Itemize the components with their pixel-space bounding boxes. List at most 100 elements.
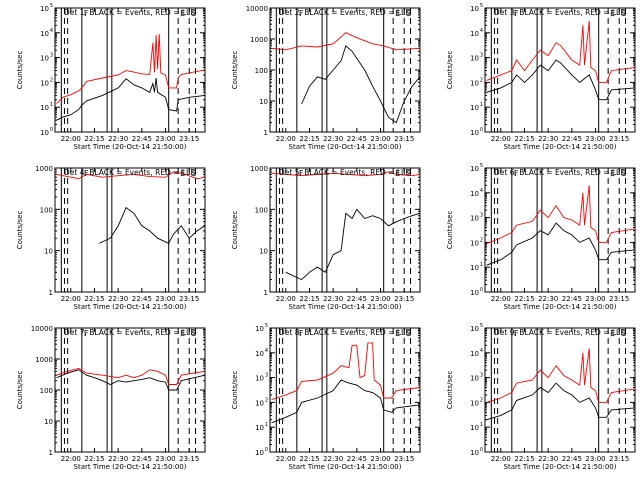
x-tick-label: 22:45 <box>347 455 367 463</box>
y-tick-label: 10 <box>44 418 53 426</box>
marker-label: S <box>406 9 411 18</box>
y-tick-label: 10 <box>255 325 264 333</box>
marker-label: E <box>610 9 615 18</box>
plot-frame <box>484 327 636 453</box>
y-axis-label: Counts/sec <box>446 51 454 90</box>
x-tick-label: 22:15 <box>514 295 534 303</box>
x-tick-label: 22:15 <box>514 135 534 143</box>
chart-title: Det 7, BLACK = Events, RED = LLD <box>64 328 196 337</box>
x-tick-label: 23:15 <box>394 295 414 303</box>
y-tick-label: 10 <box>470 350 479 358</box>
x-tick-label: 22:15 <box>514 455 534 463</box>
x-tick-label: 22:45 <box>132 455 152 463</box>
y-tick-label: 1 <box>264 289 268 297</box>
plot-frame <box>484 7 636 133</box>
y-tick-label: 10 <box>470 264 479 272</box>
y-tick-exponent: 0 <box>480 447 483 453</box>
x-tick-label: 22:45 <box>132 295 152 303</box>
plot-frame <box>269 7 421 133</box>
x-tick-label: 22:00 <box>276 135 296 143</box>
y-tick-exponent: 4 <box>265 348 268 354</box>
y-tick-label: 10 <box>40 30 49 38</box>
x-tick-label: 23:00 <box>155 295 175 303</box>
y-tick-label: 10 <box>470 399 479 407</box>
y-tick-label: 10 <box>40 79 49 87</box>
series-line-lld <box>56 367 205 385</box>
y-tick-exponent: 5 <box>480 3 483 9</box>
y-tick-label: 10 <box>470 30 479 38</box>
marker-label: F <box>514 169 519 178</box>
marker-label: E <box>180 9 185 18</box>
y-tick-exponent: 0 <box>50 127 53 133</box>
x-tick-label: 22:30 <box>538 135 558 143</box>
y-tick-exponent: 1 <box>265 422 268 428</box>
x-tick-label: 23:00 <box>585 455 605 463</box>
x-tick-label: 22:45 <box>132 135 152 143</box>
y-tick-exponent: 4 <box>480 348 483 354</box>
y-tick-exponent: 5 <box>480 323 483 329</box>
marker-label: F <box>84 329 89 338</box>
series-line-events <box>271 379 420 424</box>
x-tick-label: 23:15 <box>179 455 199 463</box>
marker-label: F <box>84 169 89 178</box>
y-tick-label: 10 <box>470 289 479 297</box>
marker-label: F <box>84 9 89 18</box>
y-tick-exponent: 3 <box>480 213 483 219</box>
marker-label: S <box>191 169 196 178</box>
chart-title: Det 8, BLACK = Events, RED = LLD <box>279 328 411 337</box>
panel-det-5: 22:00 22:15 22:30 22:45 23:00 23:15 1 10 100 1000… <box>231 165 421 311</box>
y-axis-label: Counts/sec <box>231 51 239 90</box>
marker-label: E <box>610 329 615 338</box>
x-axis-label: Start Time (20-Oct-14 21:50:00) <box>289 463 402 471</box>
x-axis-label: Start Time (20-Oct-14 21:50:00) <box>504 143 617 151</box>
marker-label: S <box>191 329 196 338</box>
series-line-lld <box>486 348 635 403</box>
y-tick-label: 10 <box>470 104 479 112</box>
series-line-lld <box>486 20 635 83</box>
y-tick-exponent: 3 <box>265 373 268 379</box>
y-tick-label: 10000 <box>31 325 53 333</box>
marker-label: E <box>610 169 615 178</box>
y-tick-exponent: 0 <box>480 127 483 133</box>
y-tick-exponent: 3 <box>480 53 483 59</box>
x-tick-label: 22:30 <box>108 135 128 143</box>
chart-title: Det 4, BLACK = Events, RED = LLD <box>64 168 196 177</box>
marker-label: S <box>621 329 626 338</box>
y-tick-label: 10 <box>40 104 49 112</box>
plot-frame <box>54 167 206 293</box>
y-tick-label: 1 <box>49 289 53 297</box>
x-tick-label: 22:30 <box>538 295 558 303</box>
series-line-lld <box>271 171 420 177</box>
x-tick-label: 23:00 <box>155 455 175 463</box>
y-axis-label: Counts/sec <box>16 211 24 250</box>
marker-label: E <box>395 169 400 178</box>
y-tick-exponent: 1 <box>480 262 483 268</box>
x-tick-label: 23:15 <box>179 135 199 143</box>
y-tick-label: 1 <box>49 449 53 457</box>
x-tick-label: 22:45 <box>562 455 582 463</box>
marker-label: E <box>395 329 400 338</box>
y-tick-label: 10 <box>40 129 49 137</box>
y-tick-label: 100 <box>255 67 268 75</box>
series-line-events <box>486 59 635 101</box>
x-axis-label: Start Time (20-Oct-14 21:50:00) <box>504 303 617 311</box>
y-tick-label: 10 <box>255 350 264 358</box>
y-tick-label: 10000 <box>246 5 268 13</box>
y-tick-exponent: 2 <box>480 237 483 243</box>
y-tick-exponent: 3 <box>480 373 483 379</box>
y-tick-exponent: 4 <box>50 28 53 34</box>
y-tick-label: 10 <box>470 375 479 383</box>
y-tick-label: 1 <box>264 129 268 137</box>
panel-det-2: 22:00 22:15 22:30 22:45 23:00 23:15 1 10 100 1000… <box>231 5 421 151</box>
y-tick-exponent: 5 <box>480 163 483 169</box>
series-line-events <box>99 206 205 244</box>
marker-label: E <box>395 9 400 18</box>
marker-label: S <box>406 169 411 178</box>
x-tick-label: 23:15 <box>179 295 199 303</box>
y-tick-label: 10 <box>470 239 479 247</box>
panel-det-4: 22:00 22:15 22:30 22:45 23:00 23:15 1 10 100 1000… <box>16 165 206 311</box>
x-tick-label: 23:00 <box>585 135 605 143</box>
